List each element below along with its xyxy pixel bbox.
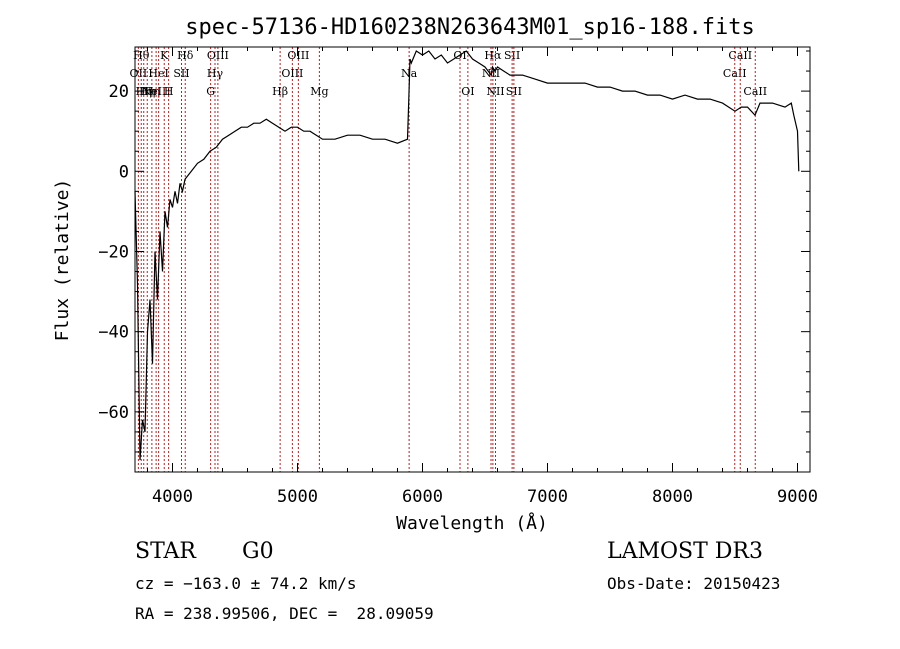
y-axis-ticks: −60 −40 −20 0 20 xyxy=(98,50,810,453)
marker-label: SII xyxy=(506,85,522,98)
marker-label: OIII xyxy=(287,49,309,62)
marker-label: Hθ xyxy=(133,49,150,62)
x-tick-label: 5000 xyxy=(277,487,318,507)
survey-name: LAMOST DR3 xyxy=(607,539,763,564)
cz-value: cz = −163.0 ± 74.2 km/s xyxy=(135,574,357,593)
marker-label: Hα xyxy=(484,49,502,62)
spectral-line-markers: OIIHθHηHηHηNeIIIHeIKHSIIHδGHγOIIIHβOIIIO… xyxy=(130,47,767,472)
y-tick-label: 0 xyxy=(119,162,129,182)
x-tick-label: 6000 xyxy=(402,487,443,507)
spectrum-line xyxy=(134,50,800,461)
marker-label: OI xyxy=(461,85,474,98)
y-tick-label: −20 xyxy=(98,242,129,262)
x-axis-ticks: 4000 5000 6000 7000 8000 9000 xyxy=(147,47,818,507)
chart-title: spec-57136-HD160238N263643M01_sp16-188.f… xyxy=(185,15,755,40)
marker-label: SII xyxy=(173,67,189,80)
object-class: STAR xyxy=(135,539,196,564)
x-tick-label: 7000 xyxy=(527,487,568,507)
obs-date: Obs-Date: 20150423 xyxy=(607,574,781,593)
y-tick-label: −60 xyxy=(98,403,129,423)
marker-label: H xyxy=(164,85,174,98)
y-tick-label: −40 xyxy=(98,323,129,343)
marker-label: HeI xyxy=(148,67,168,80)
subclass: G0 xyxy=(242,539,274,564)
marker-label: OIII xyxy=(281,67,303,80)
marker-label: CaII xyxy=(723,67,747,80)
marker-label: Hη xyxy=(139,85,155,98)
marker-label: K xyxy=(160,49,169,62)
y-axis-label: Flux (relative) xyxy=(52,179,73,342)
x-axis-label: Wavelength (Å) xyxy=(396,512,548,534)
marker-label: Hβ xyxy=(272,85,288,98)
x-tick-label: 9000 xyxy=(777,487,818,507)
x-tick-label: 4000 xyxy=(152,487,193,507)
marker-label: NII xyxy=(486,85,504,98)
marker-label: NeIII xyxy=(142,85,171,98)
marker-label: CaII xyxy=(743,85,767,98)
y-tick-label: 20 xyxy=(109,82,129,102)
x-tick-label: 8000 xyxy=(652,487,693,507)
marker-label: OIII xyxy=(207,49,229,62)
marker-label: Hγ xyxy=(207,67,224,80)
marker-label: SII xyxy=(504,49,520,62)
marker-label: Hδ xyxy=(177,49,194,62)
marker-label: OII xyxy=(130,67,148,80)
coordinates: RA = 238.99506, DEC = 28.09059 xyxy=(135,604,434,623)
marker-label: G xyxy=(206,85,215,98)
plot-frame xyxy=(134,46,811,473)
marker-label: CaII xyxy=(728,49,752,62)
marker-label: Mg xyxy=(310,85,328,98)
